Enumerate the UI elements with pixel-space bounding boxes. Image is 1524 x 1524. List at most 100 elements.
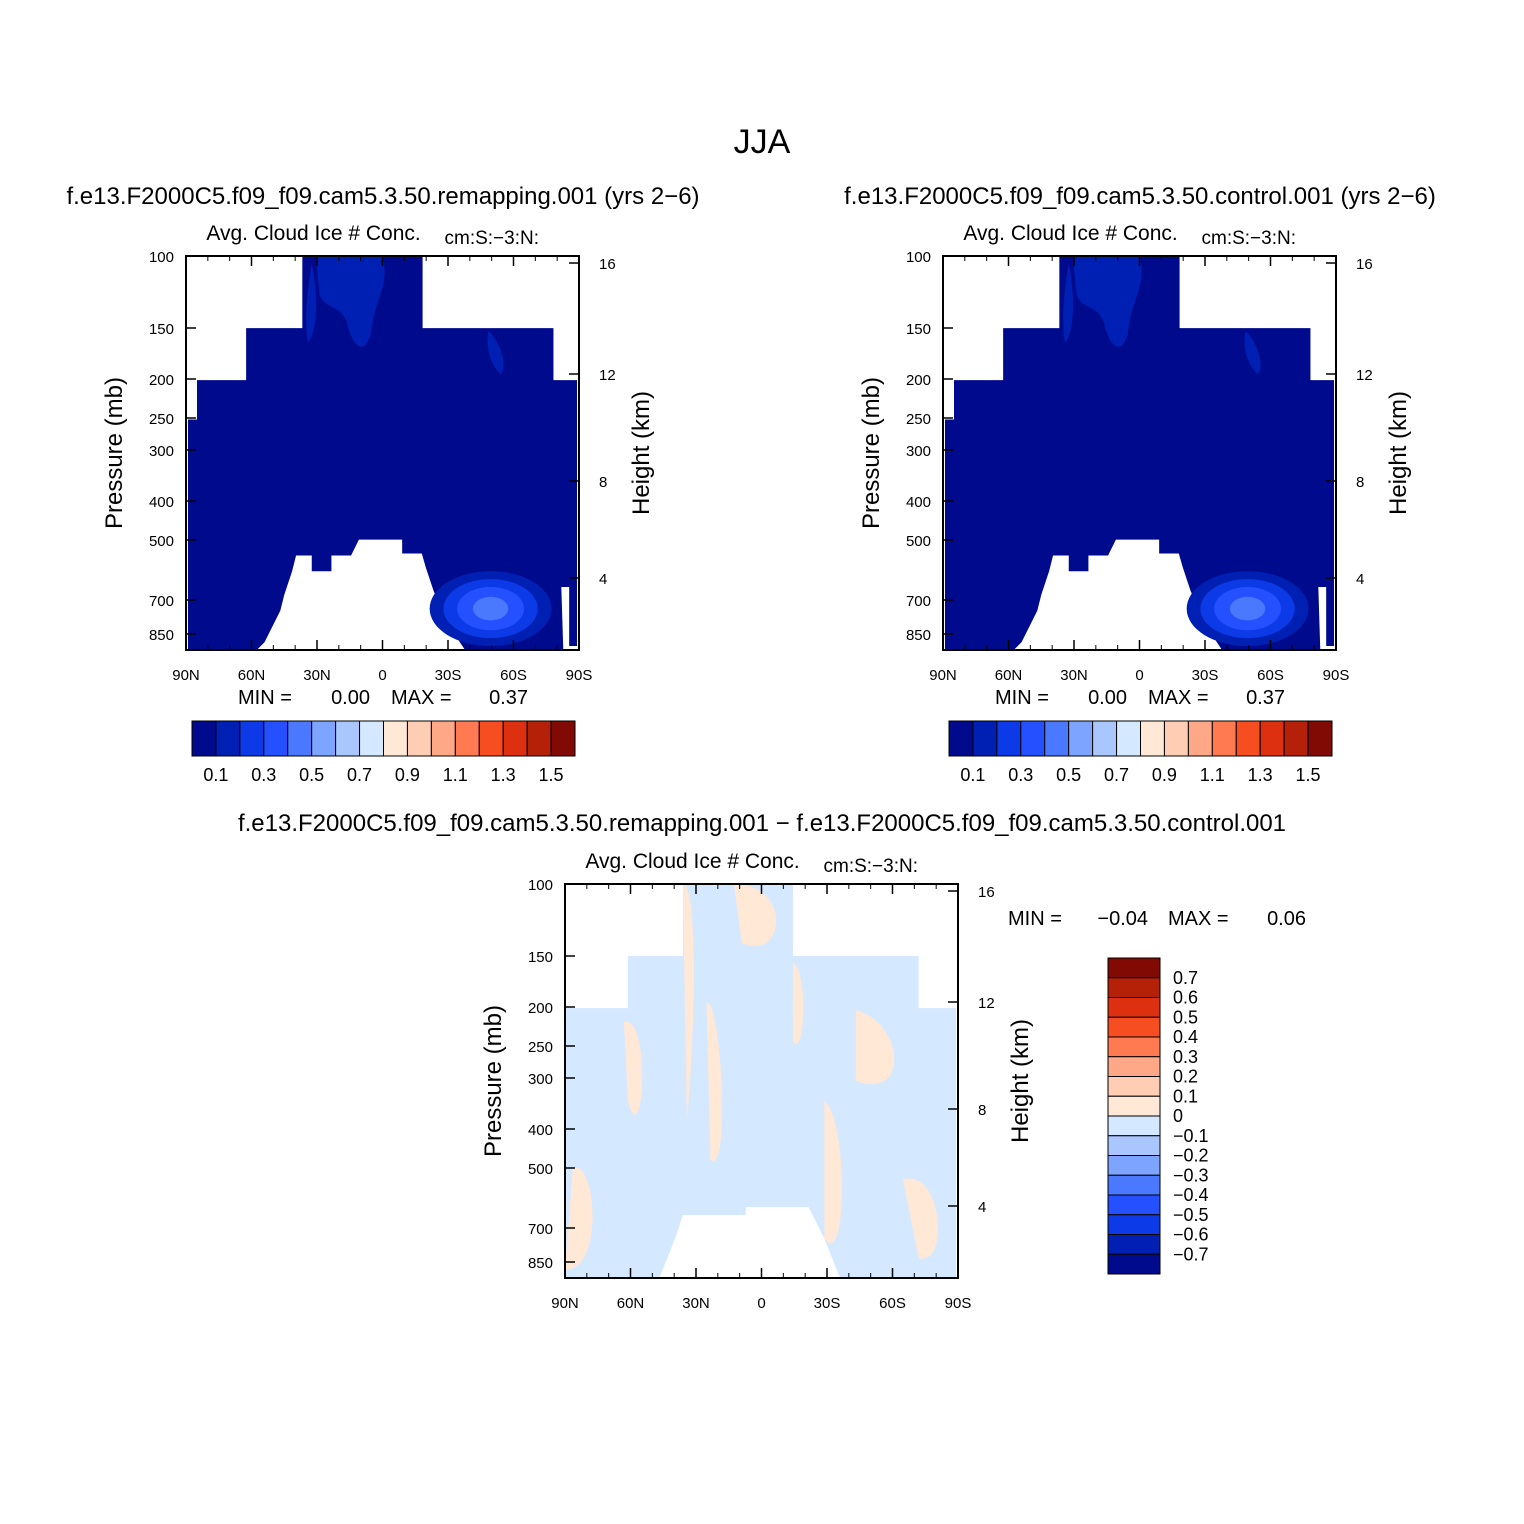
y-tick-label: 200: [149, 372, 174, 389]
y-axis-label: Pressure (mb): [858, 377, 885, 529]
panel-control: f.e13.F2000C5.f09_f09.cam5.3.50.control.…: [844, 183, 1436, 785]
colorbar-swatch: [215, 720, 241, 757]
colorbar-swatch: [1116, 720, 1141, 757]
max-label: MAX =: [1168, 908, 1229, 930]
y-tick-label: 150: [149, 321, 174, 338]
colorbar-swatch: [1044, 720, 1070, 757]
x-tick-label: 60N: [617, 1295, 645, 1312]
colorbar-swatch: [359, 720, 384, 757]
panel-units: cm:S:−3:N:: [824, 856, 919, 877]
max-label: MAX =: [391, 687, 452, 709]
y-tick-label: 300: [528, 1071, 553, 1088]
colorbar-swatch: [1107, 1036, 1161, 1058]
y2-axis-label: Height (km): [1007, 1019, 1034, 1143]
y2-tick-label: 12: [1356, 367, 1373, 384]
y-axis-label: Pressure (mb): [480, 1005, 507, 1157]
y-tick-label: 300: [149, 443, 174, 460]
field-contour-upper-thin: [1063, 263, 1074, 343]
colorbar-swatch: [1107, 1214, 1161, 1235]
colorbar-swatch: [996, 720, 1022, 757]
panel-remapping: f.e13.F2000C5.f09_f09.cam5.3.50.remappin…: [66, 183, 699, 785]
colorbar-swatch: [972, 720, 998, 757]
colorbar-label: 0.7: [1173, 968, 1198, 988]
max-value: 0.37: [1246, 687, 1285, 709]
colorbar-swatch: [1259, 720, 1285, 757]
colorbar-label: 0.3: [251, 765, 276, 785]
field-layer: [944, 256, 1335, 650]
min-label: MIN =: [1008, 908, 1062, 930]
x-tick-label: 90S: [945, 1295, 972, 1312]
min-value: 0.00: [1088, 687, 1127, 709]
colorbar-label: 0.6: [1173, 988, 1198, 1008]
colorbar-swatch: [1107, 1076, 1161, 1097]
diff-field-negative-small: [565, 884, 957, 1278]
y2-tick-label: 4: [978, 1199, 986, 1216]
diff-field-positive-small: [623, 1021, 643, 1115]
max-label: MAX =: [1148, 687, 1209, 709]
diff-field-positive-small: [565, 1167, 593, 1271]
colorbar-swatch: [1107, 1056, 1161, 1077]
x-tick-label: 0: [378, 667, 386, 684]
x-tick-label: 30S: [1192, 667, 1219, 684]
colorbar-swatch: [1211, 720, 1237, 757]
colorbar-swatch: [1140, 720, 1165, 757]
x-tick-label: 60S: [1257, 667, 1284, 684]
colorbar-label: 1.5: [1296, 765, 1321, 785]
x-tick-label: 30S: [435, 667, 462, 684]
colorbar-swatch: [502, 720, 528, 757]
colorbar-label: 0.9: [395, 765, 420, 785]
colorbar-swatch: [311, 720, 337, 757]
y-tick-label: 250: [149, 411, 174, 428]
y-tick-label: 100: [528, 877, 553, 894]
field-layer: [565, 884, 957, 1278]
field-contour-upper: [315, 256, 385, 347]
colorbar-label: 0.1: [1173, 1086, 1198, 1106]
colorbar-swatch: [1283, 720, 1309, 757]
y-tick-label: 850: [149, 627, 174, 644]
panel-title: f.e13.F2000C5.f09_f09.cam5.3.50.control.…: [844, 183, 1436, 210]
min-label: MIN =: [238, 687, 292, 709]
colorbar-label: 1.3: [491, 765, 516, 785]
y2-tick-label: 12: [978, 995, 995, 1012]
figure-title: JJA: [734, 123, 791, 161]
panel-units: cm:S:−3:N:: [1202, 228, 1297, 249]
colorbar-swatch: [1107, 1253, 1161, 1275]
colorbar-label: 0.9: [1152, 765, 1177, 785]
y-tick-label: 200: [528, 1000, 553, 1017]
y2-tick-label: 8: [978, 1102, 986, 1119]
colorbar-label: 1.1: [443, 765, 468, 785]
y-tick-label: 400: [528, 1122, 553, 1139]
colorbar-label: −0.5: [1173, 1205, 1209, 1225]
colorbar-swatch: [454, 720, 480, 757]
y-tick-label: 100: [906, 249, 931, 266]
panel-title: f.e13.F2000C5.f09_f09.cam5.3.50.remappin…: [66, 183, 699, 210]
y-tick-label: 850: [528, 1255, 553, 1272]
colorbar-label: 0.3: [1173, 1047, 1198, 1067]
colorbar-swatch: [239, 720, 265, 757]
diff-field-positive-small: [733, 884, 777, 947]
min-label: MIN =: [995, 687, 1049, 709]
x-tick-label: 90S: [566, 667, 593, 684]
colorbar-swatch: [550, 720, 576, 757]
colorbar-swatch: [478, 720, 504, 757]
x-tick-label: 30N: [1060, 667, 1088, 684]
colorbar-label: 0.5: [1056, 765, 1081, 785]
y-tick-label: 500: [528, 1161, 553, 1178]
field-base-contour: [187, 256, 578, 650]
x-tick-label: 90N: [929, 667, 957, 684]
diff-field-positive-small: [682, 884, 694, 1121]
colorbar-swatch: [1107, 1234, 1161, 1255]
field-layer: [187, 256, 578, 650]
colorbar-swatch: [1187, 720, 1213, 757]
colorbar-swatch: [1107, 997, 1161, 1018]
x-tick-label: 60S: [500, 667, 527, 684]
colorbar-swatch: [383, 720, 408, 757]
field-contour-upper-south: [1244, 330, 1261, 375]
colorbar-label: 0.3: [1008, 765, 1033, 785]
y2-tick-label: 12: [599, 367, 616, 384]
x-tick-label: 30S: [814, 1295, 841, 1312]
colorbar-label: −0.7: [1173, 1244, 1209, 1264]
colorbar-label: 1.5: [539, 765, 564, 785]
y-tick-label: 700: [149, 593, 174, 610]
colorbar-label: 0.2: [1173, 1067, 1198, 1087]
